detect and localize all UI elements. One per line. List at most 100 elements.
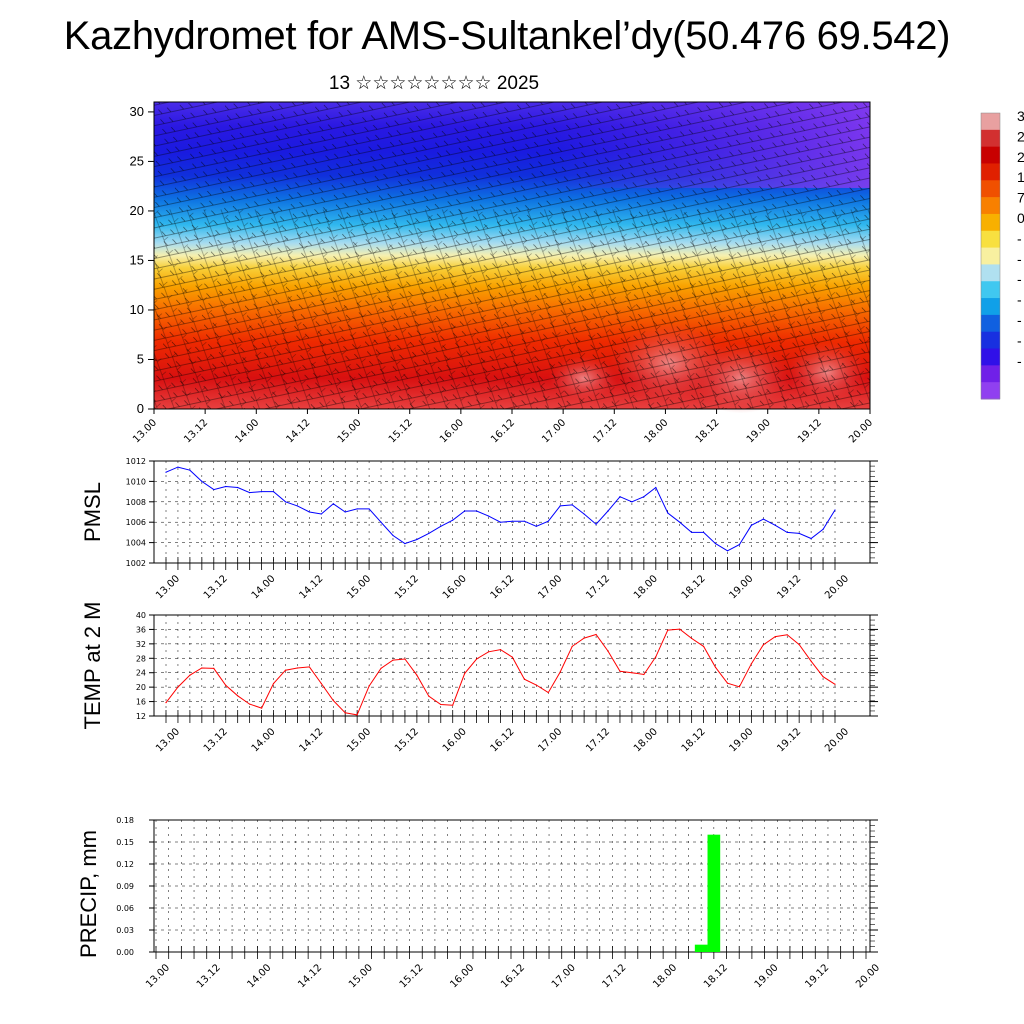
cross-x-tick-label: 14.12 xyxy=(285,417,313,445)
colorbar-swatch xyxy=(981,348,1000,366)
pmsl-data-point xyxy=(619,496,621,498)
temp-data-point xyxy=(702,645,705,647)
temp-data-point xyxy=(631,672,633,674)
pmsl-x-tick-label: 16.00 xyxy=(441,573,469,601)
temp-data-point xyxy=(249,703,251,705)
cross-x-tick-label: 18.12 xyxy=(694,417,722,445)
temp-data-point xyxy=(535,684,537,686)
temp-y-tick-label: 24 xyxy=(136,669,146,678)
cross-x-tick-label: 13.12 xyxy=(182,417,210,445)
pmsl-data-point xyxy=(655,486,657,489)
pmsl-data-point xyxy=(272,491,275,493)
precip-x-tick-label: 13.12 xyxy=(195,962,223,990)
temp-x-tick-label: 20.00 xyxy=(823,726,851,754)
temp-x-tick-label: 17.00 xyxy=(536,726,564,754)
temp-data-point xyxy=(487,651,490,653)
temp-data-point xyxy=(452,704,454,706)
pmsl-x-tick-label: 15.00 xyxy=(345,573,373,601)
temp-data-point xyxy=(464,672,466,675)
temp-data-point xyxy=(225,684,227,686)
pmsl-data-point xyxy=(786,531,788,534)
colorbar-swatch xyxy=(981,213,1000,232)
temp-data-point xyxy=(165,702,167,704)
colorbar: 3 2 2 1 7 0 - - - - - - - xyxy=(980,108,1024,400)
pmsl-data-point xyxy=(320,513,322,515)
temp-data-point xyxy=(691,637,693,640)
pmsl-data-point xyxy=(667,512,669,514)
cross-y-tick-label: 0 xyxy=(137,401,144,416)
temp-data-point xyxy=(822,676,824,678)
colorbar-label: - xyxy=(1017,332,1022,348)
precip-x-tick-label: 15.00 xyxy=(347,962,375,990)
pmsl-data-point xyxy=(798,532,800,535)
cross-x-tick-label: 16.12 xyxy=(489,417,517,445)
pmsl-data-point xyxy=(213,488,215,491)
cross-x-tick-label: 16.00 xyxy=(438,417,466,445)
temp-data-point xyxy=(272,682,275,685)
precip-bar xyxy=(694,944,708,952)
pmsl-data-point xyxy=(571,504,573,506)
pmsl-y-tick-label: 1002 xyxy=(126,559,146,568)
cross-x-tick-label: 15.00 xyxy=(336,417,364,445)
temp-data-point xyxy=(368,685,370,687)
cross-y-tick-label: 20 xyxy=(130,203,144,218)
colorbar-label: - xyxy=(1017,271,1022,287)
precip-y-tick-label: 0.12 xyxy=(116,860,134,869)
temp-y-tick-label: 36 xyxy=(136,625,146,634)
pmsl-data-point xyxy=(535,525,537,527)
pmsl-data-point xyxy=(547,520,549,522)
pmsl-x-tick-label: 16.12 xyxy=(489,573,517,601)
pmsl-data-point xyxy=(583,513,585,515)
temp-x-tick-label: 19.12 xyxy=(775,726,803,754)
pmsl-data-point xyxy=(476,510,478,512)
temp-x-tick-label: 18.00 xyxy=(632,726,660,754)
temp-data-point xyxy=(356,714,358,716)
colorbar-swatch xyxy=(981,365,1000,383)
wind-barbs-lower xyxy=(154,209,870,409)
temp-data-point xyxy=(774,636,776,638)
pmsl-data-point xyxy=(726,550,729,552)
temp-x-tick-label: 14.12 xyxy=(297,726,325,754)
cross-y-tick-label: 5 xyxy=(137,351,144,366)
cross-section-panel: 0 5 10 15 20 25 30 13.00 13.12 14.00 14.12 15.00 15.… xyxy=(130,101,875,445)
pmsl-x-tick-label: 19.12 xyxy=(775,573,803,601)
pmsl-data-point xyxy=(822,528,824,530)
pmsl-x-tick-label: 13.12 xyxy=(202,573,230,601)
pmsl-data-point xyxy=(404,543,406,545)
pmsl-data-point xyxy=(225,485,227,488)
temp-x-tick-label: 17.12 xyxy=(584,726,612,754)
temp-x-tick-label: 14.00 xyxy=(250,726,278,754)
pmsl-data-point xyxy=(440,525,442,527)
colorbar-label: 3 xyxy=(1017,108,1024,124)
temp-data-point xyxy=(738,686,741,688)
pmsl-x-tick-label: 18.12 xyxy=(680,573,708,601)
temp-data-point xyxy=(607,650,609,652)
temp-data-point xyxy=(583,637,585,639)
pmsl-data-point xyxy=(368,508,370,510)
temp-panel: 12 16 20 24 28 32 36 40 13.00 13.12 14.00 14.12 15.0… xyxy=(80,602,878,754)
pmsl-data-point xyxy=(487,515,490,517)
temp-x-tick-label: 15.00 xyxy=(345,726,373,754)
cross-y-tick-label: 30 xyxy=(130,104,144,119)
pmsl-data-point xyxy=(834,509,836,511)
cross-x-tick-label: 17.00 xyxy=(540,417,568,445)
colorbar-label: 0 xyxy=(1017,210,1024,226)
precip-x-tick-label: 17.00 xyxy=(550,962,578,990)
chart-title: Kazhydromet for AMS-Sultankel’dy(50.476 … xyxy=(63,14,951,58)
temp-data-point xyxy=(177,686,179,688)
precip-x-tick-label: 18.00 xyxy=(651,962,679,990)
precip-y-tick-label: 0.06 xyxy=(116,904,134,913)
colorbar-swatch xyxy=(981,146,1000,164)
temp-data-point xyxy=(404,658,406,660)
temp-data-point xyxy=(679,628,681,630)
precip-bar xyxy=(707,834,721,952)
pmsl-panel: 1002 1004 1006 1008 1010 1012 13.00 13.12 14.00 1… xyxy=(80,457,878,601)
cross-x-tick-label: 17.12 xyxy=(591,417,619,445)
pmsl-data-point xyxy=(559,505,561,507)
pmsl-y-tick-label: 1004 xyxy=(126,539,146,548)
precip-y-tick-label: 0.09 xyxy=(116,882,134,891)
pmsl-data-point xyxy=(738,544,741,546)
temp-x-tick-label: 15.12 xyxy=(393,726,421,754)
colorbar-label: - xyxy=(1017,292,1022,308)
pmsl-data-point xyxy=(260,491,263,493)
